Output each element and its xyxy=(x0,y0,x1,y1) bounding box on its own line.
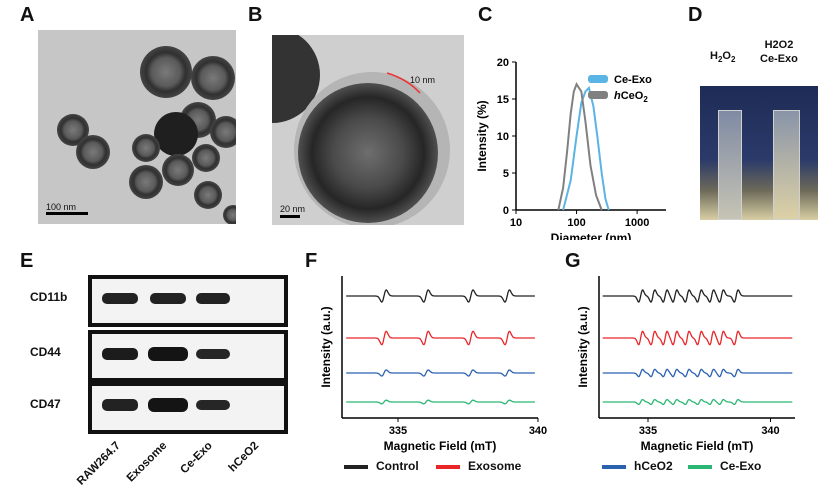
spectrum-control xyxy=(602,289,793,303)
band xyxy=(196,400,230,410)
y-tick-label: 0 xyxy=(503,205,509,217)
band xyxy=(102,399,138,411)
cuvette-h2o2 xyxy=(718,110,742,220)
legend-label: Ce-Exo xyxy=(614,74,652,86)
annotation-10nm: 10 nm xyxy=(410,75,436,85)
x-tick-label: 340 xyxy=(761,425,779,437)
panel-label-c: C xyxy=(478,4,493,26)
x-axis-label: Magnetic Field (mT) xyxy=(641,439,754,453)
lane-label-ce-exo: Ce-Exo xyxy=(178,439,216,477)
panel-label-b: B xyxy=(248,4,263,26)
x-tick-label: 100 xyxy=(567,217,585,229)
panel-label-f: F xyxy=(305,250,318,272)
lane-label-exosome: Exosome xyxy=(124,439,170,485)
series-line-hceo2 xyxy=(557,81,603,211)
spectrum-exosome xyxy=(346,330,535,346)
blot-cd11b xyxy=(88,275,288,327)
y-axis-label: Intensity (a.u.) xyxy=(576,306,590,387)
photo-d: H2O2 H2O2 Ce-Exo xyxy=(698,28,820,222)
blot-row-label-cd47: CD47 xyxy=(30,397,61,411)
y-tick-label: 20 xyxy=(497,57,509,69)
legend-swatch xyxy=(588,75,608,83)
cuvette-ce-exo xyxy=(773,110,800,220)
y-axis-label: Intensity (%) xyxy=(475,100,489,171)
tem-image-a: 100 nm xyxy=(38,30,236,224)
blot-row-label-cd11b: CD11b xyxy=(30,290,68,304)
tem-image-b: 10 nm 20 nm xyxy=(272,35,464,225)
legend-item-hceo2: hCeO2 xyxy=(602,459,673,473)
y-tick-label: 15 xyxy=(497,94,509,106)
band xyxy=(102,293,138,304)
band xyxy=(148,347,188,361)
spectrum-hceo2 xyxy=(602,368,793,378)
panel-label-d: D xyxy=(688,4,703,26)
spectrum-ce-exo xyxy=(602,398,793,406)
tem-particle-b xyxy=(272,35,464,225)
panel-label-a: A xyxy=(20,4,35,26)
scale-label-a: 100 nm xyxy=(46,202,77,212)
series-line-ce-exo xyxy=(562,85,610,211)
x-tick-label: 335 xyxy=(389,425,407,437)
legend-swatch xyxy=(588,91,608,99)
x-axis-label: Diameter (nm) xyxy=(551,231,632,240)
band xyxy=(150,293,186,304)
blot-cd47 xyxy=(88,382,288,434)
band xyxy=(196,349,230,359)
x-tick-label: 340 xyxy=(529,425,547,437)
label-h2o2: H2O2 xyxy=(710,50,736,65)
panel-label-e: E xyxy=(20,250,34,272)
y-tick-label: 10 xyxy=(497,131,509,143)
x-tick-label: 335 xyxy=(639,425,657,437)
lane-label-raw264: RAW264.7 xyxy=(75,439,124,488)
x-axis-label: Magnetic Field (mT) xyxy=(384,439,497,453)
band xyxy=(102,348,138,360)
spectrum-hceo2 xyxy=(346,369,535,377)
tem-particles-a xyxy=(38,30,236,224)
legend-item-exosome: Exosome xyxy=(436,459,521,473)
chart-c: 0 5 10 15 20 10 100 1000 Diameter (nm) Intensity … xyxy=(475,57,666,240)
legend-item-control: Control xyxy=(344,459,419,473)
scale-label-b: 20 nm xyxy=(280,204,306,214)
spectrum-exosome xyxy=(602,330,793,346)
legend-label: hCeO2 xyxy=(614,90,648,104)
y-tick-label: 5 xyxy=(503,168,509,180)
chart-f: 335 340 Magnetic Field (mT) Intensity (a.u.… xyxy=(319,276,547,453)
blot-cd44 xyxy=(88,330,288,382)
x-tick-label: 10 xyxy=(510,217,522,229)
chart-g: 335 340 Magnetic Field (mT) Intensity (a.u.… xyxy=(576,276,795,453)
legend-item-ce-exo: Ce-Exo xyxy=(688,459,761,473)
spectrum-ce-exo xyxy=(346,399,535,405)
lane-label-hceo2: hCeO2 xyxy=(226,439,262,475)
band xyxy=(196,293,230,304)
blot-row-label-cd44: CD44 xyxy=(30,345,61,359)
panel-label-g: G xyxy=(565,250,581,272)
spectrum-control xyxy=(346,289,535,303)
band xyxy=(148,398,188,412)
x-tick-label: 1000 xyxy=(625,217,649,229)
label-h2o2-ce-exo: H2O2 Ce-Exo xyxy=(760,39,798,65)
y-axis-label: Intensity (a.u.) xyxy=(319,306,333,387)
